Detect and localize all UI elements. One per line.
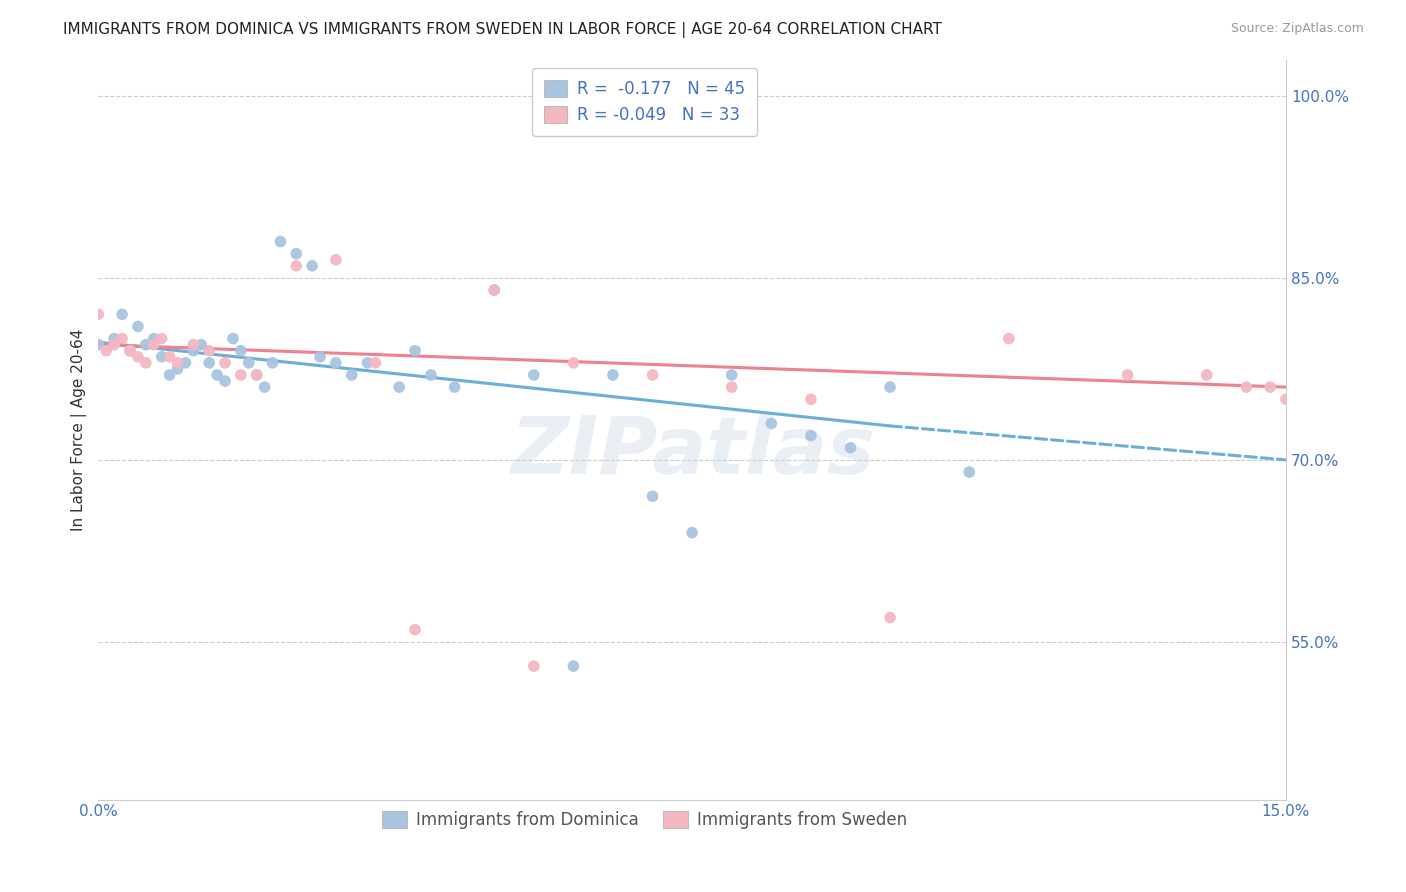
Point xyxy=(214,356,236,370)
Point xyxy=(720,368,742,382)
Point xyxy=(761,417,783,431)
Point xyxy=(190,337,212,351)
Point xyxy=(87,307,110,321)
Point xyxy=(325,356,347,370)
Point xyxy=(214,374,236,388)
Point xyxy=(135,356,157,370)
Point xyxy=(111,332,134,346)
Point xyxy=(135,337,157,351)
Point xyxy=(800,428,823,442)
Point xyxy=(262,356,284,370)
Point xyxy=(720,380,742,394)
Point xyxy=(103,332,125,346)
Point xyxy=(839,441,862,455)
Point xyxy=(484,283,506,297)
Point xyxy=(523,659,546,673)
Point xyxy=(388,380,411,394)
Point xyxy=(142,332,165,346)
Text: IMMIGRANTS FROM DOMINICA VS IMMIGRANTS FROM SWEDEN IN LABOR FORCE | AGE 20-64 CO: IMMIGRANTS FROM DOMINICA VS IMMIGRANTS F… xyxy=(63,22,942,38)
Point xyxy=(198,343,221,358)
Point xyxy=(1195,368,1218,382)
Point xyxy=(174,356,197,370)
Point xyxy=(443,380,465,394)
Legend: Immigrants from Dominica, Immigrants from Sweden: Immigrants from Dominica, Immigrants fro… xyxy=(375,804,914,836)
Point xyxy=(325,252,347,267)
Point xyxy=(246,368,269,382)
Point xyxy=(183,337,205,351)
Point xyxy=(87,337,110,351)
Point xyxy=(127,350,149,364)
Text: ZIPatlas: ZIPatlas xyxy=(509,413,875,491)
Point xyxy=(957,465,980,479)
Point xyxy=(150,350,173,364)
Point xyxy=(118,343,141,358)
Point xyxy=(246,368,269,382)
Point xyxy=(269,235,291,249)
Point xyxy=(364,356,387,370)
Point xyxy=(301,259,323,273)
Point xyxy=(1275,392,1298,407)
Point xyxy=(484,283,506,297)
Point xyxy=(523,368,546,382)
Point xyxy=(96,343,118,358)
Point xyxy=(681,525,703,540)
Point xyxy=(198,356,221,370)
Point xyxy=(340,368,363,382)
Point xyxy=(253,380,276,394)
Point xyxy=(285,259,308,273)
Point xyxy=(150,332,173,346)
Point xyxy=(229,368,252,382)
Point xyxy=(404,623,426,637)
Point xyxy=(404,343,426,358)
Point xyxy=(166,362,188,376)
Point xyxy=(103,337,125,351)
Point xyxy=(879,610,901,624)
Point xyxy=(142,337,165,351)
Point xyxy=(166,356,188,370)
Point xyxy=(127,319,149,334)
Point xyxy=(229,343,252,358)
Y-axis label: In Labor Force | Age 20-64: In Labor Force | Age 20-64 xyxy=(72,328,87,531)
Point xyxy=(111,307,134,321)
Point xyxy=(285,246,308,260)
Point xyxy=(159,368,181,382)
Point xyxy=(356,356,378,370)
Point xyxy=(183,343,205,358)
Point xyxy=(602,368,624,382)
Point xyxy=(159,350,181,364)
Point xyxy=(205,368,228,382)
Point xyxy=(562,356,585,370)
Point xyxy=(419,368,441,382)
Point xyxy=(1258,380,1281,394)
Point xyxy=(641,368,664,382)
Point xyxy=(1116,368,1139,382)
Point xyxy=(309,350,332,364)
Point xyxy=(222,332,245,346)
Point xyxy=(1234,380,1257,394)
Point xyxy=(800,392,823,407)
Point xyxy=(879,380,901,394)
Point xyxy=(238,356,260,370)
Point xyxy=(118,343,141,358)
Point xyxy=(641,489,664,503)
Text: Source: ZipAtlas.com: Source: ZipAtlas.com xyxy=(1230,22,1364,36)
Point xyxy=(562,659,585,673)
Point xyxy=(998,332,1021,346)
